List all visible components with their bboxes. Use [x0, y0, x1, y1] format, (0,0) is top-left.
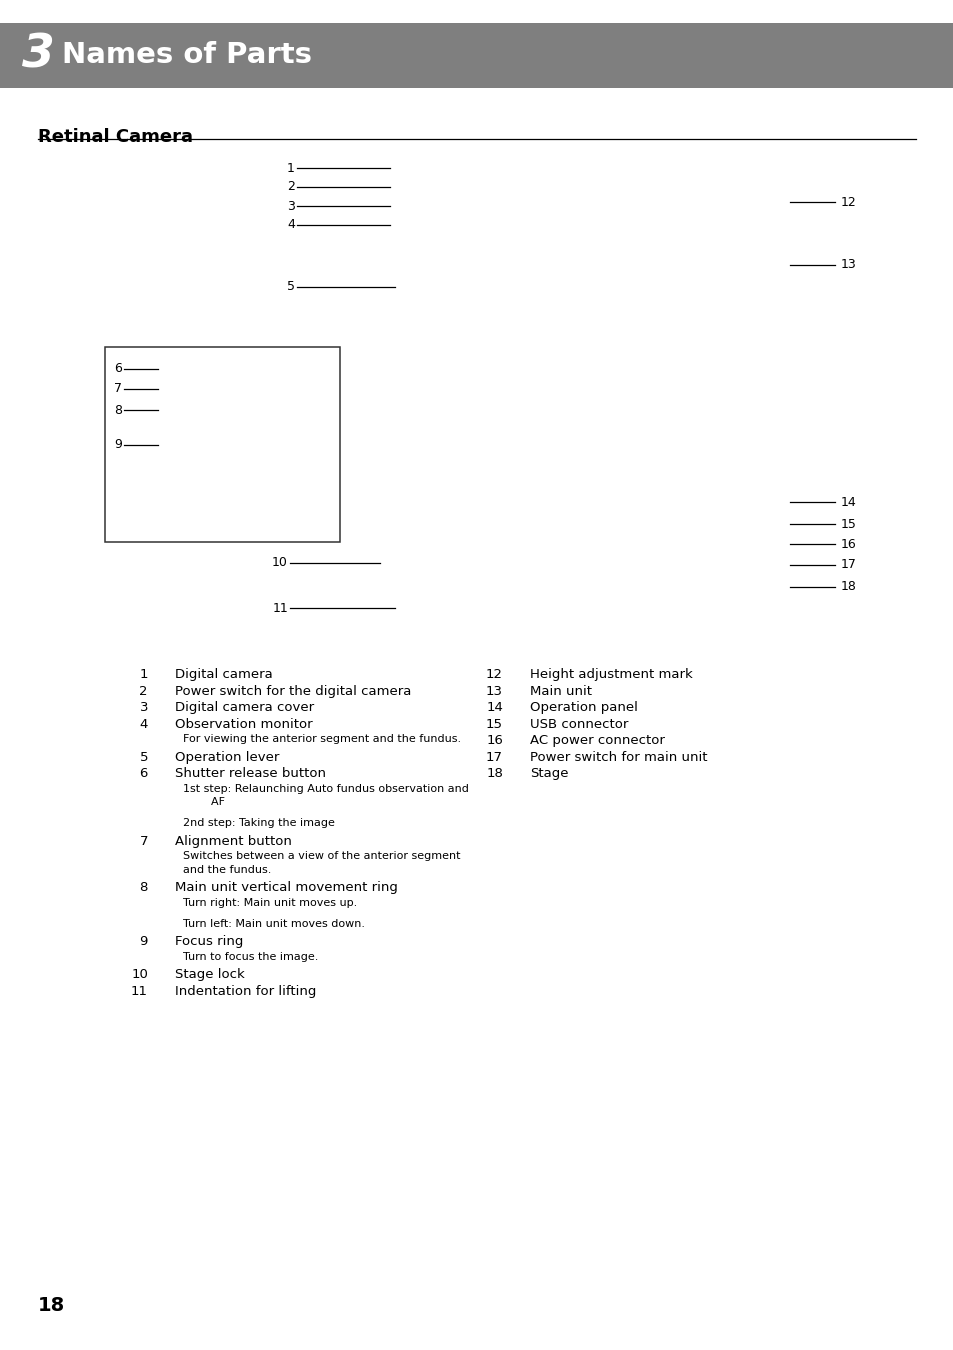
Text: Turn right: Main unit moves up.: Turn right: Main unit moves up.: [183, 898, 356, 907]
Bar: [105, 347, 339, 541]
Text: 16: 16: [841, 537, 856, 551]
Text: 2: 2: [139, 684, 148, 698]
Text: 8: 8: [113, 404, 122, 417]
Text: Alignment button: Alignment button: [174, 834, 292, 848]
Text: AC power connector: AC power connector: [530, 734, 664, 748]
Text: 12: 12: [485, 668, 502, 682]
Text: 1: 1: [139, 668, 148, 682]
Text: 6: 6: [139, 767, 148, 780]
Text: Power switch for the digital camera: Power switch for the digital camera: [174, 684, 411, 698]
Text: 8: 8: [139, 882, 148, 894]
Text: 12: 12: [841, 196, 856, 208]
Text: 3: 3: [139, 701, 148, 714]
Text: Turn to focus the image.: Turn to focus the image.: [183, 952, 318, 961]
Text: Names of Parts: Names of Parts: [62, 42, 312, 69]
Text: Observation monitor: Observation monitor: [174, 718, 313, 730]
Bar: [0, 23, 953, 88]
Text: Stage lock: Stage lock: [174, 968, 245, 981]
Text: Main unit: Main unit: [530, 684, 592, 698]
Text: 2nd step: Taking the image: 2nd step: Taking the image: [183, 818, 335, 828]
Text: 15: 15: [841, 517, 856, 531]
Text: 17: 17: [841, 559, 856, 571]
Text: Focus ring: Focus ring: [174, 936, 243, 948]
Text: Shutter release button: Shutter release button: [174, 767, 326, 780]
Text: 14: 14: [486, 701, 502, 714]
Text: and the fundus.: and the fundus.: [183, 864, 271, 875]
Text: For viewing the anterior segment and the fundus.: For viewing the anterior segment and the…: [183, 734, 460, 744]
Text: Operation panel: Operation panel: [530, 701, 638, 714]
Text: Operation lever: Operation lever: [174, 751, 279, 764]
Text: 10: 10: [272, 556, 288, 570]
Text: Main unit vertical movement ring: Main unit vertical movement ring: [174, 882, 397, 894]
Text: 1: 1: [287, 162, 294, 174]
Text: 7: 7: [113, 382, 122, 396]
Text: 4: 4: [287, 219, 294, 231]
Text: 9: 9: [114, 439, 122, 451]
Text: 3: 3: [22, 32, 55, 78]
Text: Digital camera: Digital camera: [174, 668, 273, 682]
Text: 2: 2: [287, 181, 294, 193]
Text: 7: 7: [139, 834, 148, 848]
Text: USB connector: USB connector: [530, 718, 628, 730]
Text: Retinal Camera: Retinal Camera: [38, 128, 193, 146]
Text: 9: 9: [139, 936, 148, 948]
Text: 18: 18: [841, 580, 856, 594]
Text: 5: 5: [139, 751, 148, 764]
Text: Switches between a view of the anterior segment: Switches between a view of the anterior …: [183, 852, 460, 861]
Text: 5: 5: [287, 281, 294, 293]
Text: 10: 10: [131, 968, 148, 981]
Text: Indentation for lifting: Indentation for lifting: [174, 984, 316, 998]
Text: 4: 4: [139, 718, 148, 730]
Text: 11: 11: [131, 984, 148, 998]
Text: Digital camera cover: Digital camera cover: [174, 701, 314, 714]
Text: 13: 13: [841, 258, 856, 271]
Text: 3: 3: [287, 200, 294, 212]
Text: 18: 18: [486, 767, 502, 780]
Text: 1st step: Relaunching Auto fundus observation and: 1st step: Relaunching Auto fundus observ…: [183, 784, 468, 794]
Text: 15: 15: [485, 718, 502, 730]
Text: 17: 17: [485, 751, 502, 764]
Text: 18: 18: [38, 1296, 65, 1315]
Text: Height adjustment mark: Height adjustment mark: [530, 668, 692, 682]
Text: 14: 14: [841, 495, 856, 509]
Text: 6: 6: [114, 363, 122, 375]
Text: 16: 16: [486, 734, 502, 748]
Text: AF: AF: [183, 798, 225, 807]
Text: Power switch for main unit: Power switch for main unit: [530, 751, 707, 764]
Text: Turn left: Main unit moves down.: Turn left: Main unit moves down.: [183, 918, 365, 929]
Text: Stage: Stage: [530, 767, 568, 780]
Text: 11: 11: [272, 602, 288, 614]
Text: 13: 13: [485, 684, 502, 698]
